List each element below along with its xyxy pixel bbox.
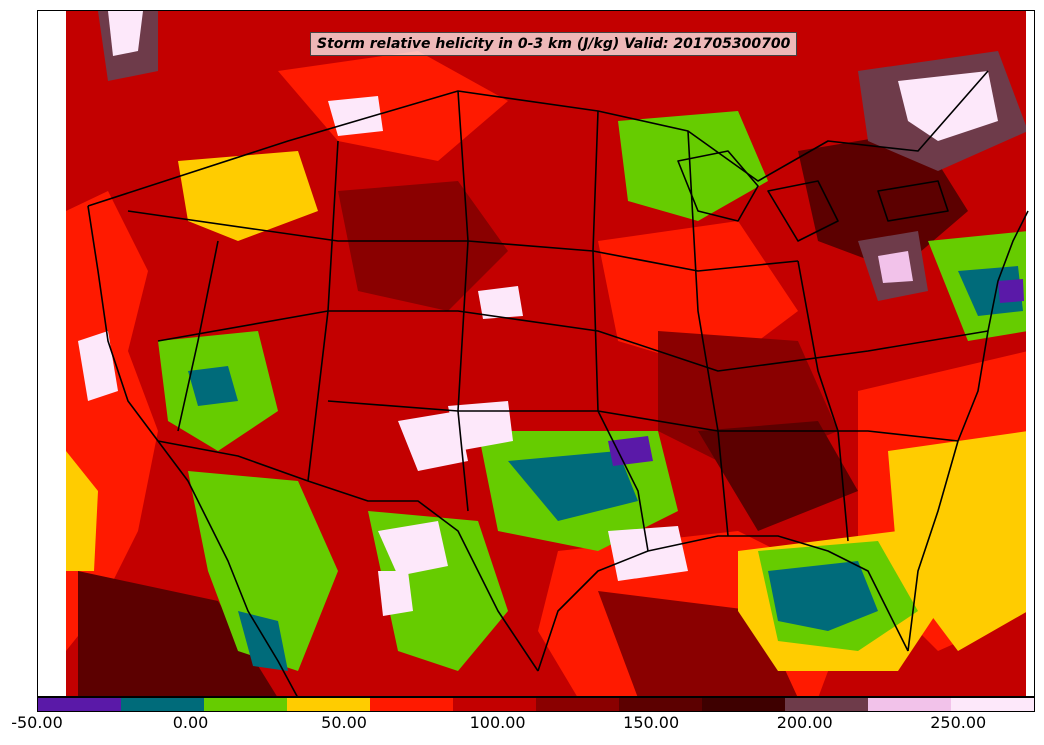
- map-title: Storm relative helicity in 0-3 km (J/kg)…: [310, 32, 798, 56]
- state-line-8: [797, 260, 849, 542]
- map-frame: Storm relative helicity in 0-3 km (J/kg)…: [37, 10, 1035, 697]
- atlantic-coastline: [907, 210, 1029, 652]
- colorbar-labels: -50.00 0.00 50.00 100.00 150.00 200.00 250.00: [0, 713, 1044, 737]
- colorbar-segment: [702, 698, 785, 711]
- colorbar-segment: [536, 698, 619, 711]
- field-yellow-pacific: [66, 451, 98, 571]
- state-line-5: [127, 210, 799, 272]
- colorbar-segment: [453, 698, 536, 711]
- field-green-mexico: [188, 471, 338, 671]
- colorbar-segment: [370, 698, 453, 711]
- colorbar-tick-label: 0.00: [172, 713, 209, 732]
- colorbar-segment: [785, 698, 868, 711]
- field-pink-7: [78, 331, 118, 401]
- colorbar-tick-label: 200.00: [776, 713, 833, 732]
- great-lakes: [677, 150, 949, 242]
- colorbar-tick-label: 50.00: [321, 713, 367, 732]
- state-line-7: [327, 400, 959, 442]
- colorbar-segment: [204, 698, 287, 711]
- field-pink-11: [878, 251, 913, 283]
- helicity-map: [38, 11, 1034, 696]
- field-yellow-north: [178, 151, 318, 241]
- pacific-coastline: [87, 205, 298, 696]
- field-pink-5: [608, 526, 688, 581]
- state-line-9: [177, 240, 219, 432]
- domain-margin-right: [1026, 11, 1034, 696]
- colorbar-segment: [951, 698, 1034, 711]
- field-teal-basin: [188, 366, 238, 406]
- colorbar-segment: [619, 698, 702, 711]
- state-line-2: [457, 90, 469, 512]
- field-teal-northeast: [958, 266, 1023, 316]
- field-pink-10: [108, 11, 143, 56]
- domain-margin: [38, 11, 66, 696]
- field-pink-4: [378, 521, 448, 576]
- colorbar-tick-label: 150.00: [623, 713, 680, 732]
- field-red-plains: [598, 221, 798, 371]
- colorbar-tick-label: 250.00: [930, 713, 987, 732]
- state-line-4: [687, 130, 729, 537]
- us-mexico-border: [157, 440, 539, 672]
- colorbar: [37, 697, 1035, 712]
- field-red-north: [278, 51, 508, 161]
- field-purple-1: [608, 436, 653, 466]
- field-maroon-6: [698, 421, 858, 531]
- field-pink-6: [378, 571, 413, 616]
- boundaries: [87, 70, 1029, 696]
- colorbar-segment: [868, 698, 951, 711]
- gulf-coastline: [537, 535, 909, 672]
- field-teal-southplains: [508, 451, 638, 521]
- field-maroon-3: [798, 131, 968, 271]
- colorbar-tick-label: -50.00: [11, 713, 63, 732]
- colorbar-segment: [121, 698, 204, 711]
- colorbar-tick-label: 100.00: [469, 713, 526, 732]
- field-teal-gulf: [768, 561, 878, 631]
- field-purple-2: [998, 279, 1024, 303]
- field-pink-9: [478, 286, 523, 319]
- field-green-midwest: [618, 111, 768, 221]
- field-maroon-4: [78, 571, 277, 696]
- field-pink-2: [398, 411, 468, 471]
- state-line-6: [157, 310, 989, 372]
- colorbar-segment: [287, 698, 370, 711]
- field-pink-3: [448, 401, 513, 451]
- colorbar-segment: [38, 698, 121, 711]
